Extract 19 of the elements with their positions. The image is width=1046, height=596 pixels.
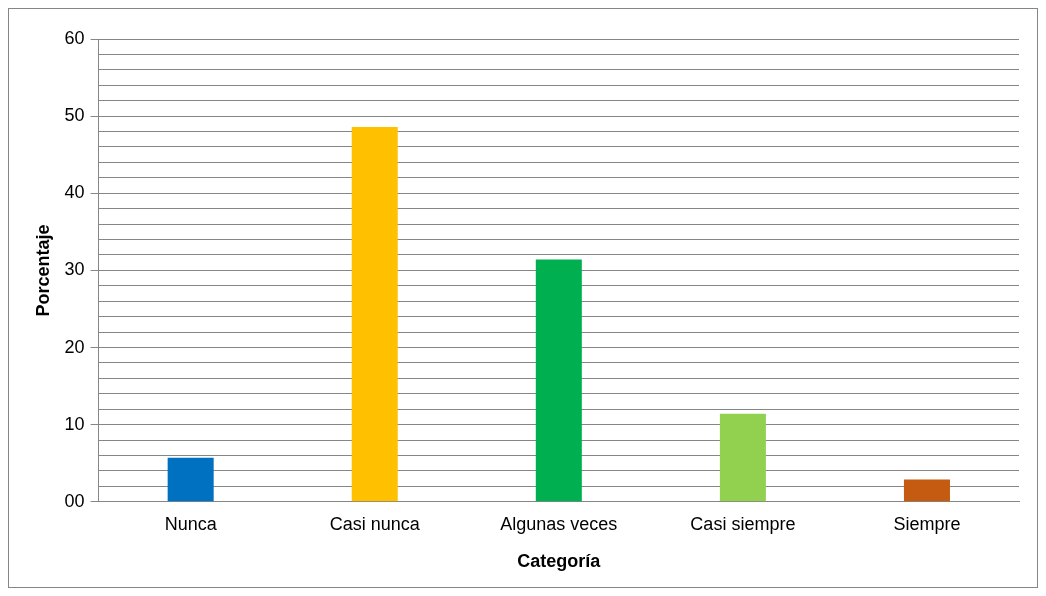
y-tick-label: 60 (64, 27, 85, 48)
x-tick-label: Algunas veces (500, 513, 618, 534)
y-tick-label: 40 (64, 182, 85, 203)
x-tick-label: Nunca (164, 513, 218, 534)
x-axis-title: Categoría (517, 551, 602, 572)
bar (719, 413, 766, 502)
y-tick-label: 20 (64, 336, 85, 357)
bar (167, 457, 214, 502)
x-tick-label: Siempre (893, 513, 961, 534)
y-tick-label: 10 (64, 413, 85, 434)
y-axis-title: Porcentaje (32, 224, 53, 317)
bar (903, 479, 950, 502)
y-tick-label: 00 (64, 490, 85, 511)
bar (351, 126, 398, 502)
x-tick-label: Casi nunca (329, 513, 421, 534)
bar (535, 259, 582, 502)
y-tick-label: 50 (64, 105, 85, 126)
y-tick-label: 30 (64, 259, 85, 280)
x-tick-label: Casi siempre (690, 513, 796, 534)
